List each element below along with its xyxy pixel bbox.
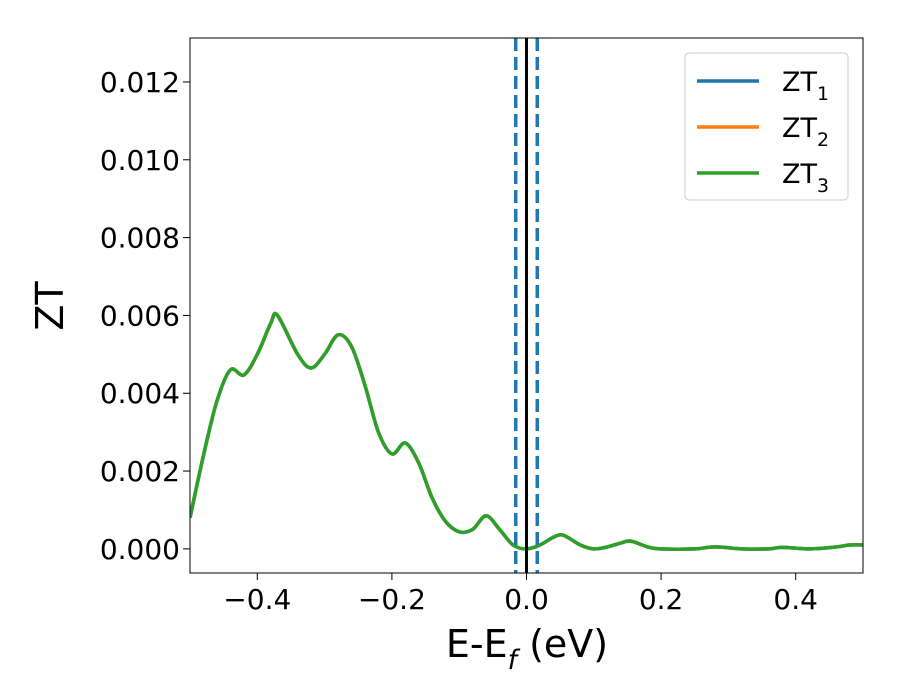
x-tick-label: 0.2 [639,583,684,616]
y-tick-label: 0.002 [100,455,180,488]
plot-frame [189,37,864,574]
y-tick-label: 0.010 [100,144,180,177]
y-tick-label: 0.004 [100,377,180,410]
x-tick-label: 0.4 [773,583,818,616]
legend-box [684,52,849,201]
x-tick-label: −0.2 [358,583,426,616]
x-tick-label: −0.4 [223,583,291,616]
y-tick-label: 0.006 [100,299,180,332]
legend-label: ZT2 [782,113,829,151]
x-tick-label: 0.0 [504,583,549,616]
y-tick-label: 0.000 [100,533,180,566]
y-tick-label: 0.008 [100,222,180,255]
y-tick-label: 0.012 [100,66,180,99]
x-axis-label: E-Ef (eV) [446,622,608,677]
series-line [190,311,863,551]
y-axis-label: ZT [28,281,72,331]
legend-label: ZT1 [782,67,829,105]
plot-area [190,38,863,573]
legend-label: ZT3 [782,159,829,197]
